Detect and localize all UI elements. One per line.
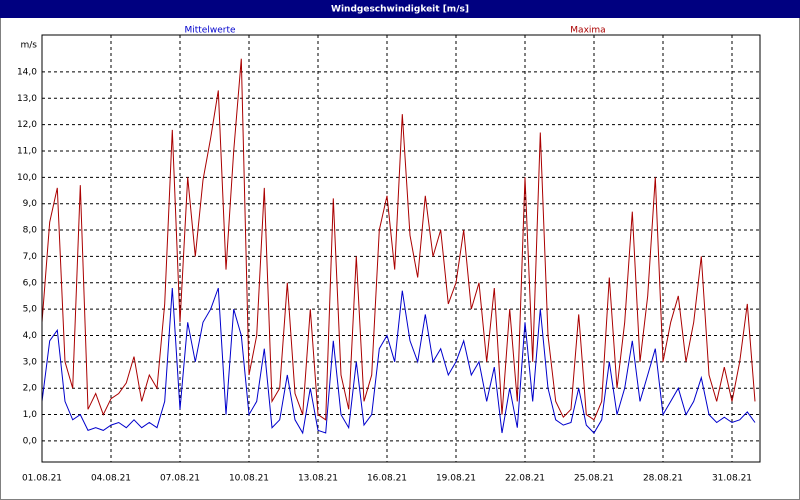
x-tick-label: 10.08.21 bbox=[229, 474, 269, 484]
x-tick-label: 16.08.21 bbox=[367, 474, 407, 484]
x-tick-label: 25.08.21 bbox=[574, 474, 614, 484]
y-tick-label: 13,0 bbox=[17, 94, 37, 104]
y-tick-label: 10,0 bbox=[17, 173, 37, 183]
y-tick-label: 5,0 bbox=[23, 305, 38, 315]
data-line bbox=[41, 287, 756, 435]
grid bbox=[42, 35, 760, 462]
y-tick-label: 9,0 bbox=[23, 199, 38, 209]
legend: Mittelwerte Maxima bbox=[184, 26, 605, 36]
data-line bbox=[41, 58, 756, 421]
y-tick-label: 7,0 bbox=[23, 252, 38, 262]
x-tick-label: 13.08.21 bbox=[298, 474, 338, 484]
y-unit-label: m/s bbox=[21, 41, 38, 51]
y-tick-label: 6,0 bbox=[23, 278, 38, 288]
legend-label: Mittelwerte bbox=[184, 26, 235, 36]
y-tick-label: 4,0 bbox=[23, 331, 38, 341]
y-tick-label: 14,0 bbox=[17, 67, 37, 77]
x-tick-label: 28.08.21 bbox=[643, 474, 683, 484]
x-tick-label: 19.08.21 bbox=[436, 474, 476, 484]
plot bbox=[41, 58, 756, 435]
x-tick-label: 22.08.21 bbox=[505, 474, 545, 484]
x-tick-label: 07.08.21 bbox=[160, 474, 200, 484]
y-tick-label: 12,0 bbox=[17, 120, 37, 130]
x-tick-label: 04.08.21 bbox=[91, 474, 131, 484]
x-tick-label: 01.08.21 bbox=[22, 474, 62, 484]
y-tick-label: 11,0 bbox=[17, 146, 37, 156]
y-tick-label: 3,0 bbox=[23, 357, 38, 367]
x-tick-label: 31.08.21 bbox=[712, 474, 752, 484]
chart-title: Windgeschwindigkeit [m/s] bbox=[331, 5, 469, 15]
y-tick-label: 8,0 bbox=[23, 226, 38, 236]
y-tick-label: 2,0 bbox=[23, 384, 38, 394]
y-tick-label: 1,0 bbox=[23, 410, 38, 420]
y-tick-label: 0,0 bbox=[23, 436, 38, 446]
plot-frame bbox=[41, 34, 761, 463]
title-bar bbox=[0, 0, 800, 18]
legend-label: Maxima bbox=[570, 26, 605, 36]
